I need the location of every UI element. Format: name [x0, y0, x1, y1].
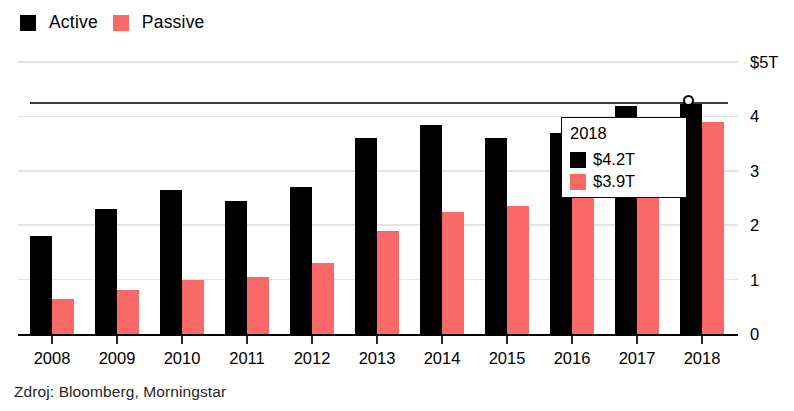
source-note: Zdroj: Bloomberg, Morningstar — [14, 383, 226, 401]
x-axis-tick — [636, 336, 638, 344]
asset-chart: Active Passive 01234$5T20082009201020112… — [0, 0, 794, 411]
chart-legend: Active Passive — [20, 12, 205, 33]
legend-item-active: Active — [20, 12, 98, 33]
x-axis-tick — [376, 336, 378, 344]
x-axis-tick — [571, 336, 573, 344]
tooltip-swatch-passive-icon — [570, 174, 586, 190]
crosshair-line — [30, 102, 728, 104]
bar-active-2013[interactable] — [355, 138, 377, 334]
bar-passive-2012[interactable] — [312, 263, 334, 334]
legend-swatch-active-icon — [20, 15, 36, 31]
x-axis-tick — [181, 336, 183, 344]
x-axis-label: 2012 — [277, 349, 347, 368]
y-axis-label: 2 — [750, 215, 794, 235]
bar-active-2010[interactable] — [160, 190, 182, 334]
x-axis-label: 2015 — [472, 349, 542, 368]
x-axis-tick — [116, 336, 118, 344]
bar-active-2008[interactable] — [30, 236, 52, 334]
legend-label-passive: Passive — [142, 12, 205, 33]
tooltip-value-passive: $3.9T — [593, 172, 635, 191]
bar-active-2011[interactable] — [225, 201, 247, 334]
bar-active-2012[interactable] — [290, 187, 312, 334]
x-axis-label: 2010 — [147, 349, 217, 368]
tooltip-title: 2018 — [570, 124, 677, 143]
tooltip-swatch-active-icon — [570, 152, 586, 168]
bar-active-2014[interactable] — [420, 125, 442, 334]
x-axis-tick — [51, 336, 53, 344]
y-axis-label: 4 — [750, 106, 794, 126]
hover-marker — [683, 95, 694, 106]
tooltip-row-active: $4.2T — [570, 150, 677, 169]
x-axis-label: 2009 — [82, 349, 152, 368]
bar-active-2015[interactable] — [485, 138, 507, 334]
bar-passive-2008[interactable] — [52, 299, 74, 334]
x-axis-line — [18, 334, 738, 337]
tooltip-value-active: $4.2T — [593, 150, 635, 169]
x-axis-label: 2008 — [17, 349, 87, 368]
legend-swatch-passive-icon — [113, 15, 129, 31]
y-axis-label: 0 — [750, 324, 794, 344]
x-axis-tick — [246, 336, 248, 344]
x-axis-label: 2016 — [537, 349, 607, 368]
gridline — [18, 61, 738, 63]
bar-passive-2015[interactable] — [507, 206, 529, 334]
y-axis-label: 3 — [750, 161, 794, 181]
bar-passive-2013[interactable] — [377, 231, 399, 334]
x-axis-tick — [311, 336, 313, 344]
x-axis-tick — [506, 336, 508, 344]
tooltip-row-passive: $3.9T — [570, 172, 677, 191]
x-axis-label: 2018 — [667, 349, 737, 368]
bar-passive-2011[interactable] — [247, 277, 269, 334]
x-axis-tick — [441, 336, 443, 344]
legend-label-active: Active — [49, 12, 98, 33]
bar-passive-2009[interactable] — [117, 290, 139, 334]
x-axis-label: 2013 — [342, 349, 412, 368]
x-axis-label: 2011 — [212, 349, 282, 368]
y-axis-label: $5T — [750, 52, 794, 72]
bar-active-2009[interactable] — [95, 209, 117, 334]
tooltip: 2018 $4.2T $3.9T — [561, 117, 687, 198]
bar-passive-2018[interactable] — [702, 122, 724, 334]
x-axis-label: 2017 — [602, 349, 672, 368]
bar-passive-2014[interactable] — [442, 212, 464, 334]
legend-item-passive: Passive — [113, 12, 205, 33]
x-axis-label: 2014 — [407, 349, 477, 368]
x-axis-tick — [701, 336, 703, 344]
y-axis-label: 1 — [750, 270, 794, 290]
bar-passive-2010[interactable] — [182, 280, 204, 334]
